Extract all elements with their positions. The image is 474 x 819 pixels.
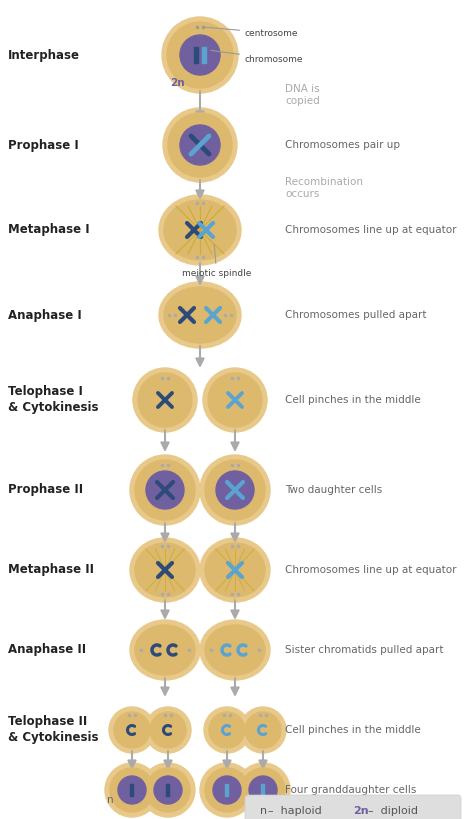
Ellipse shape xyxy=(208,373,262,427)
Bar xyxy=(226,784,228,796)
Bar xyxy=(166,784,170,796)
Ellipse shape xyxy=(213,776,241,804)
Text: Telophase I
& Cytokinesis: Telophase I & Cytokinesis xyxy=(8,386,99,414)
Ellipse shape xyxy=(164,200,236,260)
Text: Chromosomes pulled apart: Chromosomes pulled apart xyxy=(285,310,427,320)
Text: Two daughter cells: Two daughter cells xyxy=(285,485,382,495)
Ellipse shape xyxy=(200,455,270,525)
Text: Sister chromatids pulled apart: Sister chromatids pulled apart xyxy=(285,645,444,655)
Ellipse shape xyxy=(150,712,186,748)
Ellipse shape xyxy=(204,707,250,753)
Ellipse shape xyxy=(241,768,285,812)
Ellipse shape xyxy=(164,287,236,343)
Ellipse shape xyxy=(249,776,277,804)
Ellipse shape xyxy=(146,471,184,509)
Text: Chromosomes line up at equator: Chromosomes line up at equator xyxy=(285,565,456,575)
Ellipse shape xyxy=(200,763,254,817)
Ellipse shape xyxy=(200,620,270,680)
Ellipse shape xyxy=(130,455,200,525)
Text: Interphase: Interphase xyxy=(8,48,80,61)
Text: Chromosomes line up at equator: Chromosomes line up at equator xyxy=(285,225,456,235)
Ellipse shape xyxy=(168,113,232,177)
Ellipse shape xyxy=(200,538,270,602)
Ellipse shape xyxy=(203,368,267,432)
Ellipse shape xyxy=(130,620,200,680)
Ellipse shape xyxy=(135,625,195,675)
Text: n: n xyxy=(107,795,114,805)
Text: Chromosomes pair up: Chromosomes pair up xyxy=(285,140,400,150)
Text: chromosome: chromosome xyxy=(211,51,303,64)
Ellipse shape xyxy=(162,17,238,93)
Text: Cell pinches in the middle: Cell pinches in the middle xyxy=(285,395,421,405)
Ellipse shape xyxy=(135,543,195,597)
Ellipse shape xyxy=(146,768,190,812)
Ellipse shape xyxy=(118,776,146,804)
Ellipse shape xyxy=(180,35,220,75)
Ellipse shape xyxy=(236,763,290,817)
Ellipse shape xyxy=(154,776,182,804)
Ellipse shape xyxy=(138,373,192,427)
Ellipse shape xyxy=(240,707,286,753)
Bar xyxy=(194,47,198,63)
Text: Metaphase I: Metaphase I xyxy=(8,224,90,237)
Text: meiotic spindle: meiotic spindle xyxy=(182,245,251,278)
Ellipse shape xyxy=(110,768,154,812)
Ellipse shape xyxy=(159,282,241,348)
Ellipse shape xyxy=(205,460,265,520)
Text: Telophase II
& Cytokinesis: Telophase II & Cytokinesis xyxy=(8,716,99,744)
Ellipse shape xyxy=(209,712,245,748)
Text: Four granddaughter cells: Four granddaughter cells xyxy=(285,785,416,795)
Bar xyxy=(202,47,206,63)
Text: 2n: 2n xyxy=(353,806,369,816)
Ellipse shape xyxy=(109,707,155,753)
Ellipse shape xyxy=(135,460,195,520)
Ellipse shape xyxy=(205,543,265,597)
Text: n: n xyxy=(260,806,267,816)
Text: DNA is
copied: DNA is copied xyxy=(285,84,320,106)
Ellipse shape xyxy=(114,712,150,748)
Text: Anaphase I: Anaphase I xyxy=(8,309,82,322)
Ellipse shape xyxy=(180,125,220,165)
Ellipse shape xyxy=(163,108,237,182)
FancyBboxPatch shape xyxy=(245,795,461,819)
Ellipse shape xyxy=(245,712,281,748)
Text: Recombination
occurs: Recombination occurs xyxy=(285,177,363,199)
Bar xyxy=(130,784,134,796)
Ellipse shape xyxy=(216,471,254,509)
Text: –  haploid: – haploid xyxy=(268,806,322,816)
Text: Anaphase II: Anaphase II xyxy=(8,644,86,657)
Text: Prophase II: Prophase II xyxy=(8,483,83,496)
Text: –  diploid: – diploid xyxy=(368,806,418,816)
Text: Metaphase II: Metaphase II xyxy=(8,563,94,577)
Bar xyxy=(262,784,264,796)
Ellipse shape xyxy=(145,707,191,753)
Ellipse shape xyxy=(130,538,200,602)
Text: Cell pinches in the middle: Cell pinches in the middle xyxy=(285,725,421,735)
Ellipse shape xyxy=(105,763,159,817)
Text: centrosome: centrosome xyxy=(205,27,299,38)
Text: Prophase I: Prophase I xyxy=(8,138,79,152)
Ellipse shape xyxy=(205,768,249,812)
Ellipse shape xyxy=(167,22,233,88)
Ellipse shape xyxy=(133,368,197,432)
Ellipse shape xyxy=(205,625,265,675)
Ellipse shape xyxy=(159,195,241,265)
Text: 2n: 2n xyxy=(170,78,185,88)
Ellipse shape xyxy=(141,763,195,817)
